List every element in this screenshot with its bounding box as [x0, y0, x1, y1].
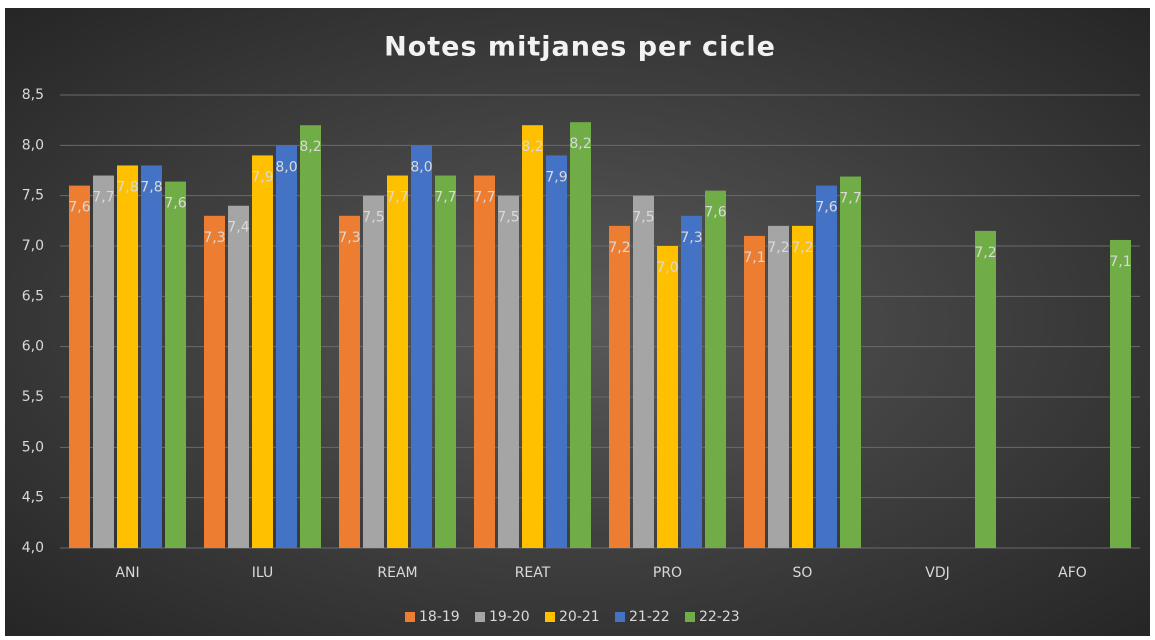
data-label: 7,9 — [251, 169, 273, 185]
bar — [411, 145, 432, 549]
bar — [657, 246, 678, 548]
data-label: 7,9 — [545, 169, 567, 185]
data-label: 8,2 — [521, 139, 543, 155]
y-tick-label: 4,0 — [22, 540, 44, 556]
x-tick-label: ANI — [115, 565, 139, 581]
x-tick-label: REAM — [377, 565, 417, 581]
data-label: 7,7 — [92, 190, 114, 206]
y-tick-label: 6,5 — [22, 288, 44, 304]
y-tick-label: 7,5 — [22, 188, 44, 204]
legend-label: 21-22 — [629, 609, 670, 625]
x-tick-label: VDJ — [925, 565, 950, 581]
legend-label: 18-19 — [419, 609, 460, 625]
data-label: 7,5 — [362, 210, 384, 226]
bar — [387, 175, 408, 549]
x-tick-label: PRO — [653, 565, 682, 581]
data-label: 7,2 — [608, 240, 630, 256]
legend-swatch — [545, 612, 555, 622]
bar — [792, 225, 813, 548]
data-label: 7,5 — [497, 210, 519, 226]
bar — [117, 165, 138, 548]
bar — [570, 122, 591, 549]
bar — [975, 230, 996, 548]
bar — [522, 125, 543, 548]
data-label: 7,1 — [743, 250, 765, 266]
bar — [546, 155, 567, 548]
bar — [165, 181, 186, 548]
x-tick-label: REAT — [515, 565, 551, 581]
bar — [435, 175, 456, 549]
bar — [141, 165, 162, 548]
data-label: 7,2 — [791, 240, 813, 256]
data-label: 7,7 — [386, 190, 408, 206]
data-label: 7,3 — [203, 230, 225, 246]
data-label: 7,5 — [632, 210, 654, 226]
data-label: 7,6 — [815, 200, 837, 216]
data-label: 8,2 — [299, 139, 321, 155]
bar — [768, 225, 789, 548]
legend-swatch — [405, 612, 415, 622]
bar — [228, 205, 249, 548]
legend-label: 19-20 — [489, 609, 530, 625]
data-label: 7,3 — [338, 230, 360, 246]
bar — [276, 145, 297, 549]
bar — [633, 195, 654, 548]
legend-swatch — [615, 612, 625, 622]
x-tick-label: AFO — [1058, 565, 1087, 581]
bar — [474, 175, 495, 549]
data-label: 7,7 — [839, 191, 861, 207]
y-tick-label: 4,5 — [22, 490, 44, 506]
bar — [744, 235, 765, 548]
data-label: 7,8 — [116, 179, 138, 195]
bar — [1110, 239, 1131, 548]
data-label: 7,7 — [473, 190, 495, 206]
data-label: 7,2 — [767, 240, 789, 256]
chart-title: Notes mitjanes per cicle — [384, 32, 776, 63]
data-label: 7,1 — [1109, 254, 1131, 270]
data-label: 7,8 — [140, 179, 162, 195]
y-tick-label: 7,0 — [22, 238, 44, 254]
data-label: 7,2 — [974, 245, 996, 261]
bar — [681, 215, 702, 549]
bar — [363, 195, 384, 548]
data-label: 8,0 — [410, 159, 432, 175]
bar — [93, 175, 114, 549]
data-label: 7,6 — [704, 205, 726, 221]
bar — [69, 185, 90, 548]
data-label: 8,0 — [275, 159, 297, 175]
bar — [339, 215, 360, 549]
y-tick-label: 5,0 — [22, 439, 44, 455]
y-tick-label: 6,0 — [22, 339, 44, 355]
bar — [609, 225, 630, 548]
x-tick-label: SO — [793, 565, 813, 581]
legend-label: 20-21 — [559, 609, 600, 625]
x-tick-label: ILU — [252, 565, 273, 581]
bar — [816, 185, 837, 548]
bar — [300, 125, 321, 548]
bar — [252, 155, 273, 548]
data-label: 7,6 — [68, 200, 90, 216]
legend-swatch — [685, 612, 695, 622]
y-tick-label: 5,5 — [22, 389, 44, 405]
data-label: 8,2 — [569, 136, 591, 152]
legend-swatch — [475, 612, 485, 622]
data-label: 7,0 — [656, 260, 678, 276]
data-label: 7,4 — [227, 220, 249, 236]
y-tick-label: 8,0 — [22, 137, 44, 153]
bar — [840, 176, 861, 549]
y-tick-label: 8,5 — [22, 87, 44, 103]
data-label: 7,7 — [434, 190, 456, 206]
data-label: 7,3 — [680, 230, 702, 246]
bar — [705, 190, 726, 548]
data-label: 7,6 — [164, 196, 186, 212]
bar — [498, 195, 519, 548]
legend-label: 22-23 — [699, 609, 740, 625]
bar — [204, 215, 225, 549]
